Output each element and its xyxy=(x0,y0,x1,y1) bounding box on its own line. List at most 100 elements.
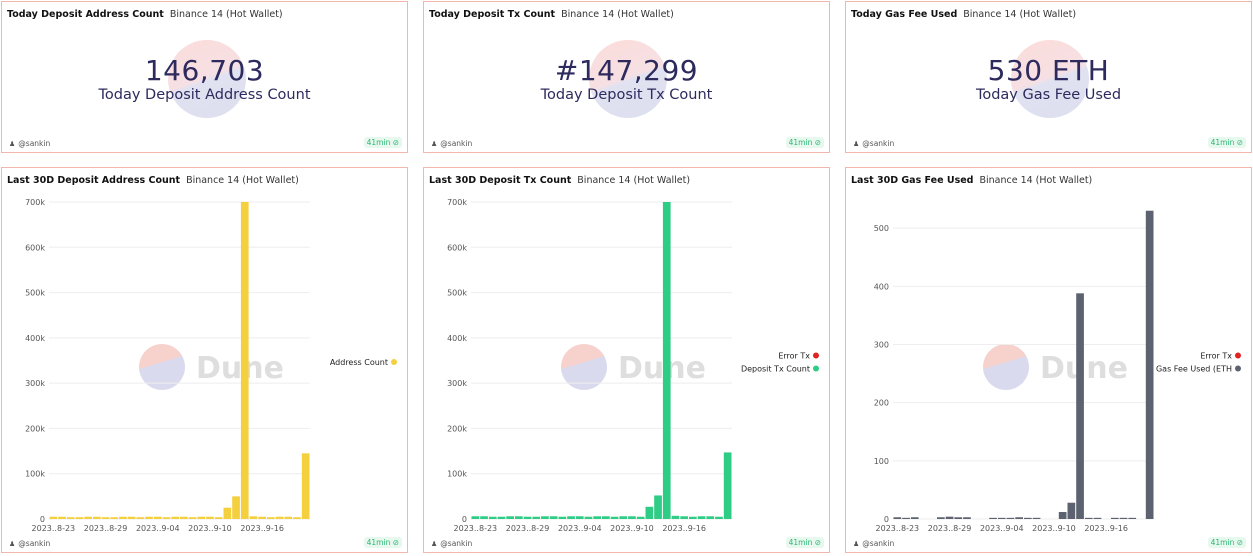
chart-panel-address[interactable]: Last 30D Deposit Address Count Binance 14… xyxy=(1,167,408,553)
bar xyxy=(480,516,488,519)
bar xyxy=(1119,517,1128,519)
x-tick-label: 2023..9-04 xyxy=(558,524,602,533)
legend-label: Gas Fee Used (ETH xyxy=(1156,365,1232,374)
bar xyxy=(680,516,688,519)
author-link[interactable]: ♟ @sankin xyxy=(9,139,51,148)
bar xyxy=(671,515,680,519)
bar xyxy=(584,516,593,519)
legend-swatch xyxy=(813,365,819,372)
counter-panel-address[interactable]: Today Deposit Address Count Binance 14 (H… xyxy=(1,1,408,153)
bar xyxy=(645,506,654,519)
author-link[interactable]: ♟ @sankin xyxy=(431,539,473,548)
counter-value: 146,703 xyxy=(144,54,265,87)
refresh-age-badge[interactable]: 41min ⊘ xyxy=(363,137,402,148)
bar xyxy=(723,452,732,519)
bar xyxy=(1024,517,1032,519)
panel-title: Today Deposit Address Count Binance 14 (H… xyxy=(7,9,283,20)
x-tick-label: 2023..8-23 xyxy=(454,524,498,533)
bar xyxy=(541,516,549,519)
y-tick-label: 700k xyxy=(447,198,467,207)
user-icon: ♟ xyxy=(9,540,16,548)
bar xyxy=(127,516,136,519)
bar xyxy=(1058,512,1067,519)
bar xyxy=(902,517,910,519)
bar xyxy=(619,516,628,519)
legend-label: Deposit Tx Count xyxy=(741,365,810,374)
counter-panel-gas[interactable]: Today Gas Fee Used Binance 14 (Hot Wallet… xyxy=(845,1,1252,153)
panel-title: Last 30D Deposit Tx Count Binance 14 (Hot… xyxy=(429,175,691,186)
y-tick-label: 500k xyxy=(25,289,45,298)
bar xyxy=(567,516,575,519)
x-tick-label: 2023..8-29 xyxy=(506,524,550,533)
legend-swatch xyxy=(1235,365,1241,372)
bar xyxy=(1128,517,1137,519)
y-tick-label: 500 xyxy=(874,224,889,233)
refresh-age-badge[interactable]: 41min ⊘ xyxy=(363,537,402,548)
bar xyxy=(214,517,223,519)
bar xyxy=(301,453,310,519)
bar xyxy=(1067,502,1076,519)
user-icon: ♟ xyxy=(9,140,16,148)
refresh-age-badge[interactable]: 41min ⊘ xyxy=(785,537,824,548)
x-tick-label: 2023..8-29 xyxy=(84,524,128,533)
x-tick-label: 2023..8-29 xyxy=(928,524,972,533)
x-tick-label: 2023..9-04 xyxy=(136,524,180,533)
y-tick-label: 400k xyxy=(25,334,45,343)
panel-title: Last 30D Deposit Address Count Binance 14… xyxy=(7,175,299,186)
author-link[interactable]: ♟ @sankin xyxy=(9,539,51,548)
x-tick-label: 2023..9-10 xyxy=(610,524,654,533)
chart-panel-tx[interactable]: Last 30D Deposit Tx Count Binance 14 (Hot… xyxy=(423,167,830,553)
chart-panel-gas[interactable]: Last 30D Gas Fee Used Binance 14 (Hot Wal… xyxy=(845,167,1252,553)
bar xyxy=(506,516,514,519)
dune-logo-icon xyxy=(983,344,1029,390)
author-link[interactable]: ♟ @sankin xyxy=(431,139,473,148)
y-tick-label: 300k xyxy=(447,379,467,388)
x-tick-label: 2023..8-23 xyxy=(876,524,920,533)
bar xyxy=(110,517,119,519)
refresh-age-badge[interactable]: 41min ⊘ xyxy=(785,137,824,148)
bar xyxy=(488,516,497,519)
author-link[interactable]: ♟ @sankin xyxy=(853,539,895,548)
bar xyxy=(162,517,171,519)
y-tick-label: 600k xyxy=(447,243,467,252)
legend-label: Error Tx xyxy=(778,352,810,361)
bar xyxy=(1111,517,1119,519)
y-tick-label: 100k xyxy=(25,470,45,479)
bar xyxy=(715,516,723,519)
counter-value: #147,299 xyxy=(554,54,699,87)
refresh-age-badge[interactable]: 41min ⊘ xyxy=(1207,537,1246,548)
bar xyxy=(1093,517,1102,519)
bar xyxy=(610,516,619,519)
x-tick-label: 2023..9-16 xyxy=(240,524,284,533)
dune-wordmark: Dune xyxy=(196,351,284,386)
y-tick-label: 0 xyxy=(884,515,889,524)
user-icon: ♟ xyxy=(431,540,438,548)
counter-label: Today Gas Fee Used xyxy=(975,87,1122,103)
dune-logo-icon xyxy=(139,344,185,390)
bar xyxy=(989,517,997,519)
bar-chart: Dune 0 100k 200k 300k 400k 500k 600k 700k 2023..8… xyxy=(25,198,397,533)
bar xyxy=(689,516,697,519)
bar xyxy=(188,517,197,519)
bar xyxy=(997,517,1006,519)
bar xyxy=(662,202,671,519)
bar xyxy=(497,516,506,519)
author-link[interactable]: ♟ @sankin xyxy=(853,139,895,148)
counter-bg-circle xyxy=(168,40,246,118)
bar xyxy=(628,516,636,519)
x-tick-label: 2023..9-16 xyxy=(1084,524,1128,533)
bar xyxy=(575,516,584,519)
bar xyxy=(284,516,293,519)
refresh-age-badge[interactable]: 41min ⊘ xyxy=(1207,137,1246,148)
dune-wordmark: Dune xyxy=(1040,351,1128,386)
x-tick-label: 2023..9-04 xyxy=(980,524,1024,533)
bar xyxy=(293,517,301,519)
bar xyxy=(945,516,954,519)
bar-chart: Dune 0 100k 200k 300k 400k 500k 600k 700k 2023..8… xyxy=(447,198,819,533)
bar xyxy=(93,516,101,519)
y-tick-label: 100k xyxy=(447,470,467,479)
y-tick-label: 200k xyxy=(25,424,45,433)
counter-panel-tx[interactable]: Today Deposit Tx Count Binance 14 (Hot Wa… xyxy=(423,1,830,153)
bar xyxy=(1032,517,1041,519)
bar xyxy=(75,517,84,519)
